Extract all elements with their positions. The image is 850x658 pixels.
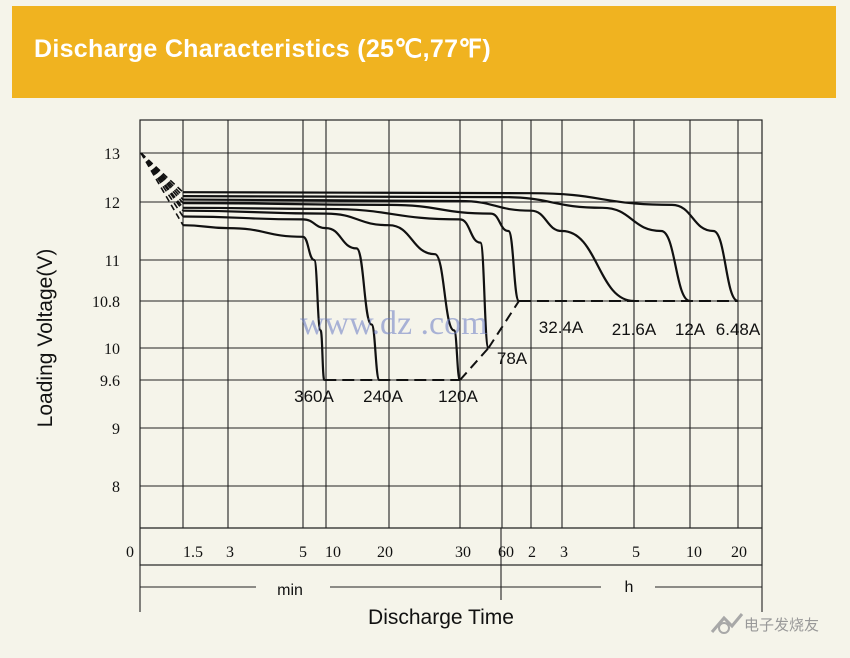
logo-text: 电子发烧友 <box>744 616 819 634</box>
x-tick-labels: 0 1.5 3 5 10 20 30 60 2 3 5 10 20 <box>126 544 747 561</box>
time-units: min h <box>277 579 633 599</box>
curve-label-120A: 120A <box>438 387 478 406</box>
x-axis-label: Discharge Time <box>368 606 514 629</box>
x-tick-label: 60 <box>498 544 514 561</box>
y-tick-label: 9.6 <box>100 373 120 390</box>
x-tick-label: 5 <box>632 544 640 561</box>
page-title: Discharge Characteristics (25℃,77℉) <box>34 35 492 63</box>
curve-240A <box>182 215 381 382</box>
x-tick-label: 30 <box>455 544 471 561</box>
y-tick-label: 10 <box>104 341 120 358</box>
x-tick-label: 3 <box>226 544 234 561</box>
cutoff-link <box>459 347 490 381</box>
x-tick-label: 20 <box>377 544 393 561</box>
y-tick-label: 9 <box>112 421 120 438</box>
y-tick-label: 12 <box>104 195 120 212</box>
x-tick-label: 1.5 <box>183 544 203 561</box>
curve-label-360A: 360A <box>294 387 334 406</box>
curve-12A <box>182 195 691 303</box>
curve-label-78A: 78A <box>497 349 528 368</box>
curve-initial-drop <box>140 152 184 201</box>
curve-label-6_48A: 6.48A <box>716 320 761 339</box>
logo-mark-icon <box>710 613 744 634</box>
curve-21_6A <box>182 198 635 303</box>
y-tick-label: 13 <box>104 146 120 163</box>
plot-border <box>139 119 763 566</box>
curve-initial-drop <box>140 152 184 193</box>
x-tick-label: 5 <box>299 544 307 561</box>
y-tick-label: 8 <box>112 479 120 496</box>
x-tick-label: 0 <box>126 544 134 561</box>
curve-120A <box>182 209 462 382</box>
x-tick-label: 2 <box>528 544 536 561</box>
curve-6_48A <box>182 191 739 303</box>
curve-label-32_4A: 32.4A <box>539 318 584 337</box>
x-tick-label: 10 <box>325 544 341 561</box>
x-tick-label: 10 <box>686 544 702 561</box>
curve-initial-drop <box>140 152 184 204</box>
y-tick-label: 11 <box>105 253 120 270</box>
x-tick-label: 20 <box>731 544 747 561</box>
y-axis-label: Loading Voltage(V) <box>34 249 57 428</box>
curve-label-21_6A: 21.6A <box>612 320 657 339</box>
chart-grid <box>139 119 763 612</box>
curve-360A <box>182 224 326 382</box>
curve-32_4A <box>182 202 521 303</box>
unit-min: min <box>277 582 303 599</box>
title-banner: Discharge Characteristics (25℃,77℉) <box>12 6 836 98</box>
y-tick-label: 10.8 <box>92 294 120 311</box>
unit-h: h <box>625 579 634 596</box>
curve-label-12A: 12A <box>675 320 706 339</box>
watermark-text: www.dz .com <box>300 305 488 342</box>
y-tick-labels: 13 12 11 10.8 10 9.6 9 8 <box>92 146 120 496</box>
site-logo: 电子发烧友 <box>710 613 819 634</box>
curve-label-240A: 240A <box>363 387 403 406</box>
discharge-curves <box>140 152 739 382</box>
x-tick-label: 3 <box>560 544 568 561</box>
curve-labels: 360A 240A 120A 78A 32.4A 21.6A 12A 6.48A <box>294 318 761 406</box>
curve-78A <box>182 206 490 350</box>
cutoff-link <box>487 300 520 349</box>
